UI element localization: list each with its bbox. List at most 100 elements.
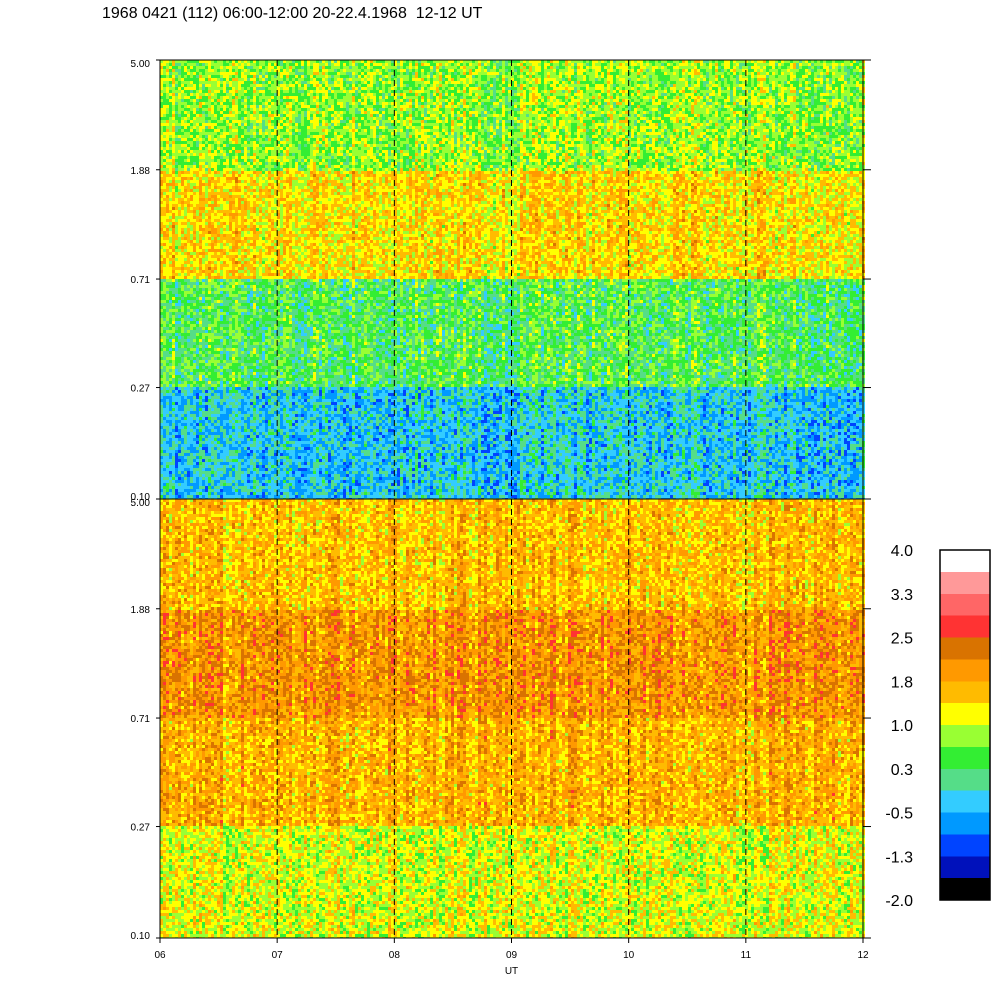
heatmap-cell: [166, 312, 169, 315]
heatmap-cell: [187, 81, 190, 84]
heatmap-cell: [202, 66, 205, 69]
heatmap-cell: [190, 315, 193, 318]
heatmap-cell: [169, 309, 172, 312]
heatmap-cell: [166, 75, 169, 78]
heatmap-cell: [178, 384, 181, 387]
heatmap-cell: [184, 279, 187, 282]
heatmap-cell: [196, 219, 199, 222]
heatmap-cell: [172, 225, 175, 228]
heatmap-cell: [178, 198, 181, 201]
heatmap-cell: [199, 435, 202, 438]
heatmap-cell: [166, 444, 169, 447]
heatmap-cell: [190, 459, 193, 462]
heatmap-cell: [196, 426, 199, 429]
heatmap-cell: [163, 126, 166, 129]
heatmap-cell: [184, 354, 187, 357]
heatmap-cell: [190, 63, 193, 66]
heatmap-cell: [169, 141, 172, 144]
heatmap-cell: [163, 381, 166, 384]
heatmap-cell: [196, 150, 199, 153]
heatmap-cell: [199, 162, 202, 165]
heatmap-cell: [205, 102, 208, 105]
heatmap-cell: [193, 171, 196, 174]
heatmap-cell: [175, 180, 178, 183]
heatmap-cell: [166, 309, 169, 312]
heatmap-cell: [172, 339, 175, 342]
heatmap-cell: [166, 87, 169, 90]
heatmap-cell: [178, 477, 181, 480]
heatmap-cell: [187, 63, 190, 66]
heatmap-cell: [202, 402, 205, 405]
heatmap-cell: [163, 177, 166, 180]
heatmap-cell: [196, 393, 199, 396]
heatmap-cell: [169, 255, 172, 258]
heatmap-cell: [172, 450, 175, 453]
heatmap-cell: [196, 297, 199, 300]
heatmap-cell: [181, 234, 184, 237]
heatmap-cell: [166, 318, 169, 321]
heatmap-cell: [166, 465, 169, 468]
heatmap-cell: [187, 348, 190, 351]
heatmap-cell: [178, 135, 181, 138]
heatmap-cell: [172, 81, 175, 84]
heatmap-cell: [202, 249, 205, 252]
heatmap-cell: [184, 270, 187, 273]
heatmap-cell: [163, 102, 166, 105]
heatmap-cell: [169, 453, 172, 456]
heatmap-cell: [169, 150, 172, 153]
heatmap-cell: [175, 102, 178, 105]
heatmap-cell: [199, 495, 202, 498]
heatmap-cell: [175, 492, 178, 495]
heatmap-cell: [175, 246, 178, 249]
heatmap-cell: [205, 216, 208, 219]
heatmap-cell: [172, 426, 175, 429]
heatmap-cell: [172, 210, 175, 213]
heatmap-cell: [178, 303, 181, 306]
heatmap-cell: [199, 327, 202, 330]
heatmap-cell: [184, 225, 187, 228]
heatmap-cell: [181, 288, 184, 291]
heatmap-cell: [196, 348, 199, 351]
heatmap-cell: [193, 417, 196, 420]
heatmap-cell: [199, 138, 202, 141]
heatmap-cell: [187, 303, 190, 306]
heatmap-cell: [166, 423, 169, 426]
heatmap-cell: [190, 360, 193, 363]
heatmap-cell: [184, 276, 187, 279]
heatmap-cell: [184, 156, 187, 159]
heatmap-cell: [166, 213, 169, 216]
heatmap-cell: [196, 192, 199, 195]
heatmap-cell: [205, 219, 208, 222]
heatmap-cell: [187, 78, 190, 81]
heatmap-cell: [187, 126, 190, 129]
heatmap-cell: [187, 417, 190, 420]
heatmap-cell: [181, 120, 184, 123]
heatmap-cell: [169, 93, 172, 96]
heatmap-cell: [193, 276, 196, 279]
heatmap-cell: [175, 447, 178, 450]
heatmap-cell: [184, 420, 187, 423]
heatmap-cell: [175, 489, 178, 492]
heatmap-cell: [202, 495, 205, 498]
heatmap-cell: [181, 96, 184, 99]
heatmap-cell: [169, 270, 172, 273]
heatmap-cell: [196, 99, 199, 102]
heatmap-cell: [193, 459, 196, 462]
heatmap-cell: [178, 408, 181, 411]
heatmap-cell: [163, 150, 166, 153]
heatmap-cell: [166, 447, 169, 450]
heatmap-cell: [172, 231, 175, 234]
heatmap-cell: [169, 87, 172, 90]
heatmap-cell: [181, 171, 184, 174]
heatmap-cell: [178, 252, 181, 255]
heatmap-cell: [181, 300, 184, 303]
heatmap-cell: [169, 129, 172, 132]
heatmap-cell: [175, 150, 178, 153]
heatmap-cell: [172, 486, 175, 489]
heatmap-cell: [175, 204, 178, 207]
heatmap-cell: [202, 480, 205, 483]
heatmap-cell: [193, 183, 196, 186]
heatmap-cell: [172, 204, 175, 207]
heatmap-cell: [184, 78, 187, 81]
heatmap-cell: [163, 120, 166, 123]
